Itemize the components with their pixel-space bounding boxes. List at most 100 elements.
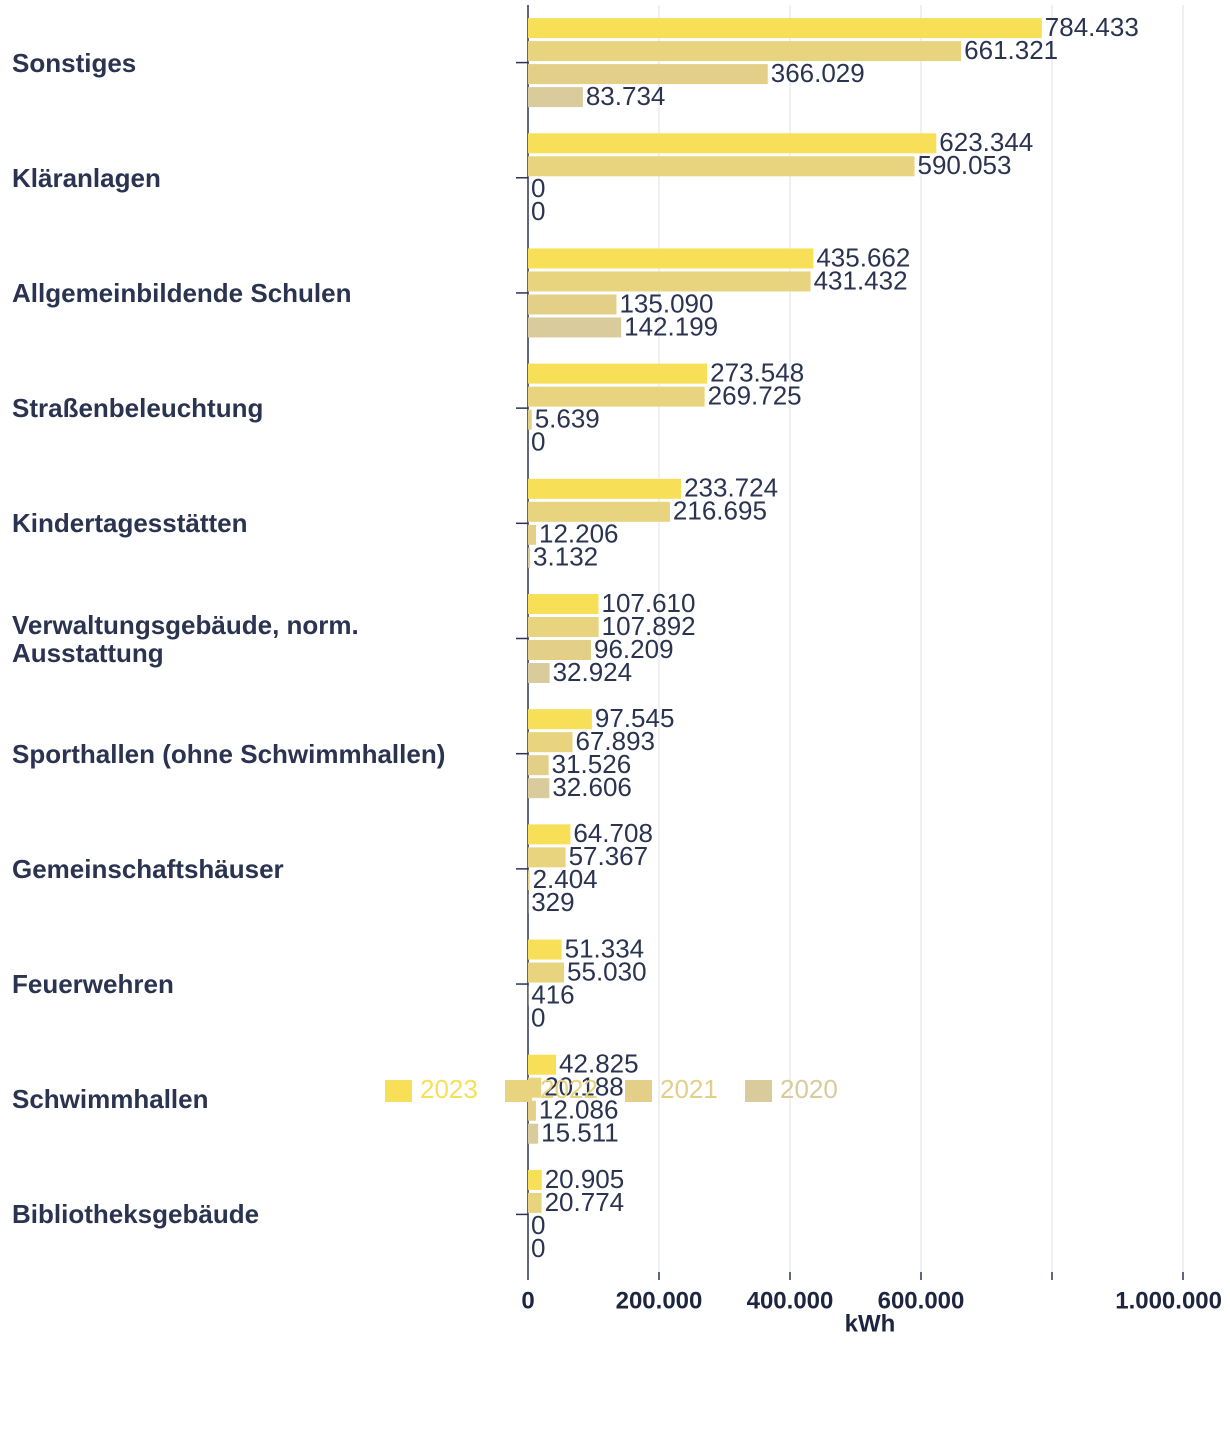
value-label: 3.132 xyxy=(533,542,598,572)
x-tick-label: 400.000 xyxy=(747,1287,834,1314)
y-tick-label: Allgemeinbildende Schulen xyxy=(12,277,352,308)
value-label: 0 xyxy=(531,173,545,203)
bar xyxy=(528,363,708,384)
bar xyxy=(528,478,682,499)
bar xyxy=(528,617,599,637)
y-tick-label: Kindertagesstätten xyxy=(12,508,248,539)
bar xyxy=(528,87,583,108)
legend-label: 2023 xyxy=(420,1074,478,1104)
value-label: 0 xyxy=(531,1210,545,1240)
value-label: 623.344 xyxy=(939,127,1033,157)
bar xyxy=(528,732,573,753)
value-label: 42.825 xyxy=(559,1049,639,1079)
y-tick-label: Verwaltungsgebäude, norm. Ausstattung xyxy=(12,609,359,668)
value-label: 0 xyxy=(531,196,545,226)
bar xyxy=(528,663,550,683)
value-label: 590.053 xyxy=(917,150,1011,180)
bar xyxy=(528,386,705,407)
value-label: 20.905 xyxy=(545,1164,625,1194)
bar xyxy=(528,64,768,85)
value-label: 107.892 xyxy=(602,611,696,641)
bar xyxy=(528,755,549,776)
value-label: 32.606 xyxy=(552,772,632,802)
bar xyxy=(528,870,530,891)
y-tick-label: Sonstiges xyxy=(12,47,137,78)
legend-label: 2022 xyxy=(540,1074,598,1104)
x-tick-label: 0 xyxy=(521,1287,534,1314)
value-label: 0 xyxy=(531,1233,545,1263)
y-tick-label: Bibliotheksgebäude xyxy=(12,1199,260,1230)
bar xyxy=(528,1054,557,1075)
value-label: 784.433 xyxy=(1045,12,1139,42)
value-label: 329 xyxy=(531,887,574,917)
value-label: 216.695 xyxy=(673,496,767,526)
value-label: 67.893 xyxy=(575,726,655,756)
x-tick-label: 200.000 xyxy=(616,1287,703,1314)
value-label: 366.029 xyxy=(771,58,865,88)
value-label: 661.321 xyxy=(964,35,1058,65)
bar xyxy=(528,41,962,62)
y-tick-label: Sporthallen (ohne Schwimmhallen) xyxy=(12,738,446,769)
bar xyxy=(528,18,1042,39)
value-label: 31.526 xyxy=(552,749,632,779)
value-label: 135.090 xyxy=(619,288,713,318)
legend-label: 2020 xyxy=(780,1074,838,1104)
value-label: 12.086 xyxy=(539,1095,619,1125)
bar xyxy=(528,778,550,799)
bar xyxy=(528,1169,542,1190)
value-label: 2.404 xyxy=(533,864,598,894)
legend-swatch xyxy=(385,1080,412,1102)
bar xyxy=(528,939,562,960)
value-label: 32.924 xyxy=(553,657,633,687)
bar xyxy=(528,294,617,315)
value-label: 107.610 xyxy=(601,588,695,618)
bar xyxy=(528,409,532,430)
bar xyxy=(528,271,811,292)
value-label: 97.545 xyxy=(595,703,675,733)
bar xyxy=(528,156,915,177)
bar xyxy=(528,594,599,614)
value-label: 0 xyxy=(531,427,545,457)
x-tick-label: 1.000.000 xyxy=(1115,1287,1222,1314)
bar xyxy=(528,962,565,983)
value-label: 55.030 xyxy=(567,956,647,986)
value-label: 273.548 xyxy=(710,358,804,388)
value-label: 0 xyxy=(531,1002,545,1032)
y-tick-label: Feuerwehren xyxy=(12,969,174,1000)
y-tick-label: Kläranlagen xyxy=(12,162,161,193)
bar xyxy=(528,547,531,568)
value-label: 5.639 xyxy=(535,404,600,434)
value-label: 64.708 xyxy=(573,818,653,848)
bar xyxy=(528,1123,539,1144)
value-label: 83.734 xyxy=(586,81,666,111)
bar xyxy=(528,640,592,660)
value-label: 233.724 xyxy=(684,473,778,503)
legend-swatch xyxy=(745,1080,772,1102)
legend-label: 2021 xyxy=(660,1074,718,1104)
value-label: 269.725 xyxy=(708,381,802,411)
value-label: 12.206 xyxy=(539,519,619,549)
x-tick-label: 600.000 xyxy=(878,1287,965,1314)
bar xyxy=(528,501,670,522)
bar xyxy=(528,824,571,845)
bar xyxy=(528,847,566,868)
value-label: 15.511 xyxy=(541,1118,619,1148)
value-label: 142.199 xyxy=(624,311,718,341)
y-tick-label: Schwimmhallen xyxy=(12,1084,209,1115)
value-label: 416 xyxy=(531,979,574,1009)
bar xyxy=(528,524,536,545)
value-label: 96.209 xyxy=(594,634,674,664)
legend-swatch xyxy=(505,1080,532,1102)
bar xyxy=(528,317,622,338)
value-label: 57.367 xyxy=(569,841,649,871)
bar xyxy=(528,1100,536,1121)
legend-swatch xyxy=(625,1080,652,1102)
bar xyxy=(528,248,814,269)
value-label: 20.188 xyxy=(544,1072,624,1102)
value-label: 20.774 xyxy=(545,1187,625,1217)
bar xyxy=(528,133,937,154)
bar xyxy=(528,1192,542,1213)
value-label: 431.432 xyxy=(814,265,908,295)
